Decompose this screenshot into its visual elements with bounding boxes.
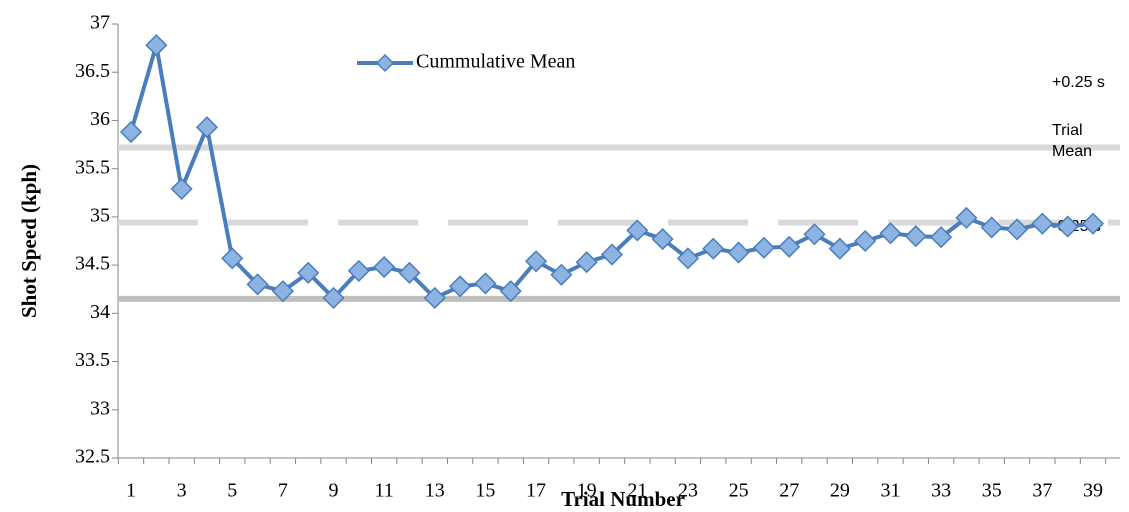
data-point [980,216,1003,239]
data-point [246,273,269,296]
data-point [1081,212,1105,235]
data-point [195,116,219,139]
data-point [828,237,851,260]
data-point [904,225,927,248]
x-tick-label: 37 [1032,480,1052,502]
y-tick-label: 36.5 [75,60,110,82]
data-point [449,275,472,298]
x-tick-label: 35 [982,480,1002,502]
data-point [398,261,421,284]
data-point [550,263,573,286]
x-tick-label: 29 [830,480,850,502]
data-point [271,280,294,303]
y-tick-label: 34 [90,301,110,323]
y-tick-label: 32.5 [75,446,110,468]
data-point [297,261,320,284]
data-point [600,243,624,266]
x-tick-label: 31 [880,480,900,502]
legend-label: Cummulative Mean [416,51,575,73]
data-point [347,259,370,282]
x-tick-label: 9 [329,480,339,502]
data-point [930,226,953,249]
x-tick-label: 1 [126,480,136,502]
x-tick-label: 15 [475,480,495,502]
data-point [752,236,775,259]
data-point [221,247,244,270]
x-tick-label: 7 [278,480,288,502]
data-point [1056,215,1079,238]
data-point [423,286,446,309]
x-tick-label: 11 [375,480,394,502]
x-tick-label: 23 [678,480,698,502]
data-point [499,280,522,303]
x-tick-label: 17 [526,480,546,502]
x-tick-label: 3 [177,480,187,502]
x-axis-label: Trial Number [561,487,685,511]
y-tick-label: 35 [90,204,110,226]
data-point [119,120,143,144]
data-point [803,223,826,246]
y-tick-label: 33 [90,397,110,419]
data-point [651,228,674,251]
x-tick-label: 21 [627,480,647,502]
annotation: +0.25 s [1052,74,1105,91]
legend-marker [375,53,395,73]
x-tick-label: 33 [931,480,951,502]
data-point [1005,218,1029,241]
data-point [145,34,168,57]
data-point [474,272,497,295]
annotation: Trial Mean [1052,122,1092,160]
y-tick-label: 35.5 [75,156,110,178]
data-point [854,229,877,253]
data-point [778,235,801,258]
y-tick-label: 33.5 [75,349,110,371]
data-point [170,177,193,200]
data-point [727,241,750,264]
x-tick-label: 27 [779,480,799,502]
data-point [1031,212,1054,235]
x-tick-label: 19 [577,480,597,502]
x-tick-label: 25 [729,480,749,502]
data-point [373,255,396,279]
y-axis-label: Shot Speed (kph) [17,164,41,318]
x-tick-label: 5 [227,480,237,502]
y-tick-label: 37 [90,12,110,34]
data-point [322,286,345,309]
x-tick-label: 13 [425,480,445,502]
x-tick-label: 39 [1083,480,1103,502]
data-point [626,219,649,242]
y-tick-label: 36 [90,108,110,130]
data-point [524,250,548,273]
data-point [955,206,978,229]
data-point [676,247,700,270]
y-tick-label: 34.5 [75,253,110,275]
data-point [702,237,725,260]
data-point [575,251,598,274]
data-point [879,222,902,245]
